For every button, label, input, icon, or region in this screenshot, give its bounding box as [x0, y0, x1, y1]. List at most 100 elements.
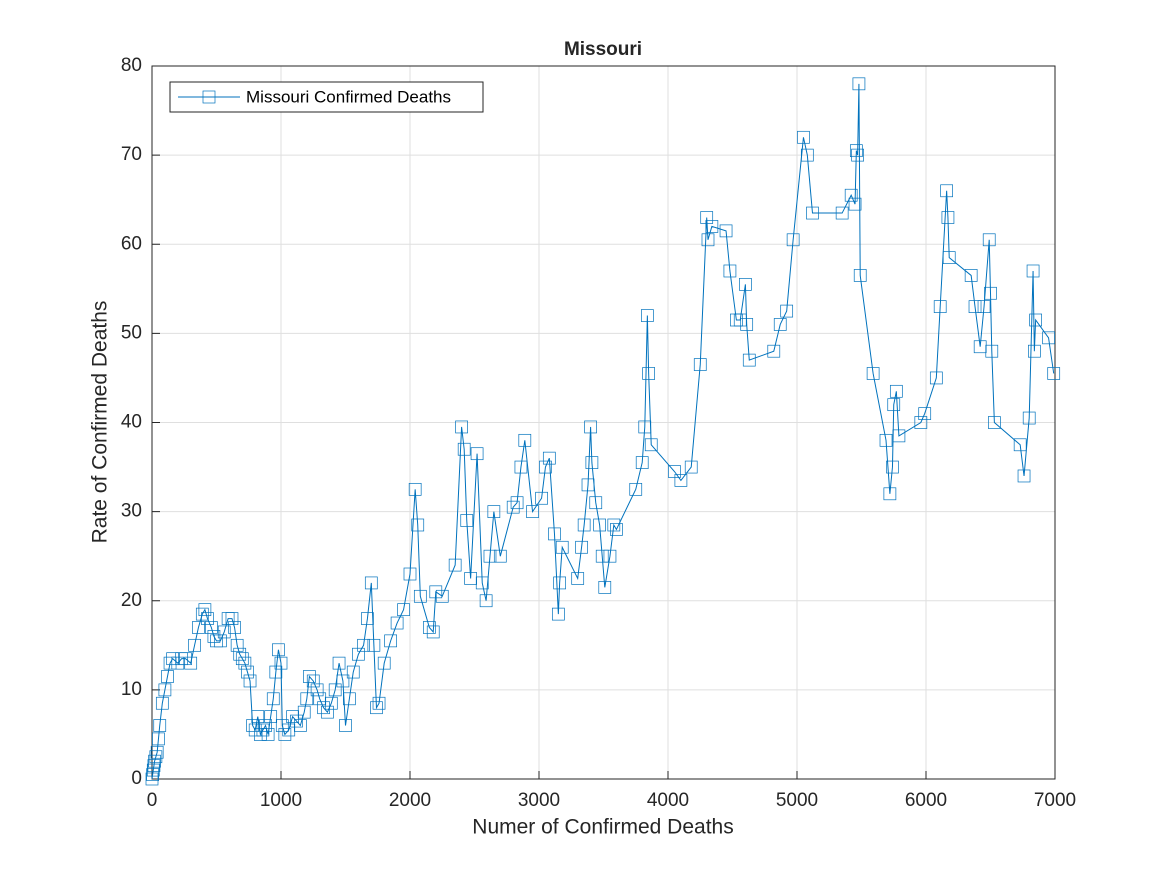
marker [526, 505, 539, 518]
marker [278, 728, 292, 741]
marker [883, 487, 897, 501]
marker [844, 188, 858, 202]
y-tick-label: 50 [121, 322, 142, 343]
marker [274, 656, 288, 670]
marker [1013, 438, 1027, 452]
marker [214, 634, 227, 648]
marker [336, 674, 350, 688]
marker [163, 656, 177, 670]
marker [638, 420, 652, 434]
x-tick-label: 4000 [647, 790, 689, 811]
marker [149, 750, 163, 764]
marker [973, 340, 987, 354]
marker [589, 496, 603, 510]
marker [1017, 469, 1031, 483]
marker [352, 647, 365, 661]
marker [506, 500, 520, 514]
marker [346, 665, 360, 679]
marker [479, 594, 493, 608]
axes-box [151, 65, 1056, 780]
marker [644, 438, 658, 452]
marker [942, 251, 956, 264]
marker [742, 353, 756, 367]
x-tick-label: 6000 [905, 790, 947, 811]
marker [275, 719, 289, 732]
marker [429, 585, 443, 599]
marker [518, 433, 532, 447]
marker [555, 540, 569, 554]
marker [483, 549, 497, 563]
marker [886, 460, 899, 474]
marker [739, 278, 752, 291]
marker [303, 670, 316, 683]
marker [426, 625, 440, 639]
marker [171, 656, 185, 670]
marker [290, 714, 303, 728]
marker [806, 206, 819, 220]
marker [148, 754, 161, 768]
marker [241, 665, 254, 679]
marker [238, 656, 252, 670]
marker [300, 692, 314, 706]
marker [161, 670, 174, 683]
marker [152, 732, 165, 746]
marker [372, 696, 386, 710]
marker [455, 420, 468, 434]
y-tick-label: 40 [121, 412, 142, 433]
marker [603, 549, 617, 563]
marker [892, 429, 906, 443]
marker [964, 269, 978, 282]
marker [306, 674, 320, 688]
marker [982, 233, 996, 247]
x-tick-label: 2000 [389, 790, 431, 811]
marker [184, 656, 198, 670]
marker [780, 304, 794, 318]
marker [384, 634, 397, 648]
marker [204, 621, 218, 634]
marker [767, 344, 781, 358]
y-tick-label: 10 [121, 679, 142, 700]
marker [261, 728, 275, 741]
marker [723, 264, 737, 278]
marker [542, 451, 556, 465]
marker [246, 719, 259, 732]
marker [539, 460, 552, 474]
marker [571, 572, 585, 585]
marker [835, 206, 849, 220]
marker [403, 567, 417, 581]
marker [607, 518, 621, 532]
marker [357, 638, 370, 652]
marker [773, 318, 787, 331]
marker [343, 692, 356, 706]
marker [984, 286, 997, 300]
marker [361, 612, 374, 625]
x-axis-label: Numer of Confirmed Deaths [472, 816, 733, 839]
marker [879, 433, 893, 447]
marker [198, 603, 212, 617]
marker [367, 638, 381, 652]
marker [377, 656, 391, 670]
marker [598, 581, 612, 594]
y-axis-label: Rate of Confirmed Deaths [89, 301, 112, 544]
marker [166, 652, 179, 666]
marker [397, 603, 410, 617]
marker [595, 549, 609, 563]
marker [201, 612, 214, 625]
marker [575, 540, 588, 554]
marker [584, 420, 597, 434]
marker [719, 224, 733, 238]
marker [510, 496, 524, 510]
marker [1026, 264, 1040, 278]
marker [786, 233, 800, 247]
marker [918, 407, 932, 420]
marker [933, 300, 947, 313]
marker [977, 300, 991, 313]
marker [740, 318, 754, 331]
marker [701, 233, 715, 247]
marker [243, 674, 257, 688]
marker [577, 518, 591, 532]
marker [188, 638, 201, 652]
marker [321, 705, 334, 719]
marker [548, 527, 561, 541]
